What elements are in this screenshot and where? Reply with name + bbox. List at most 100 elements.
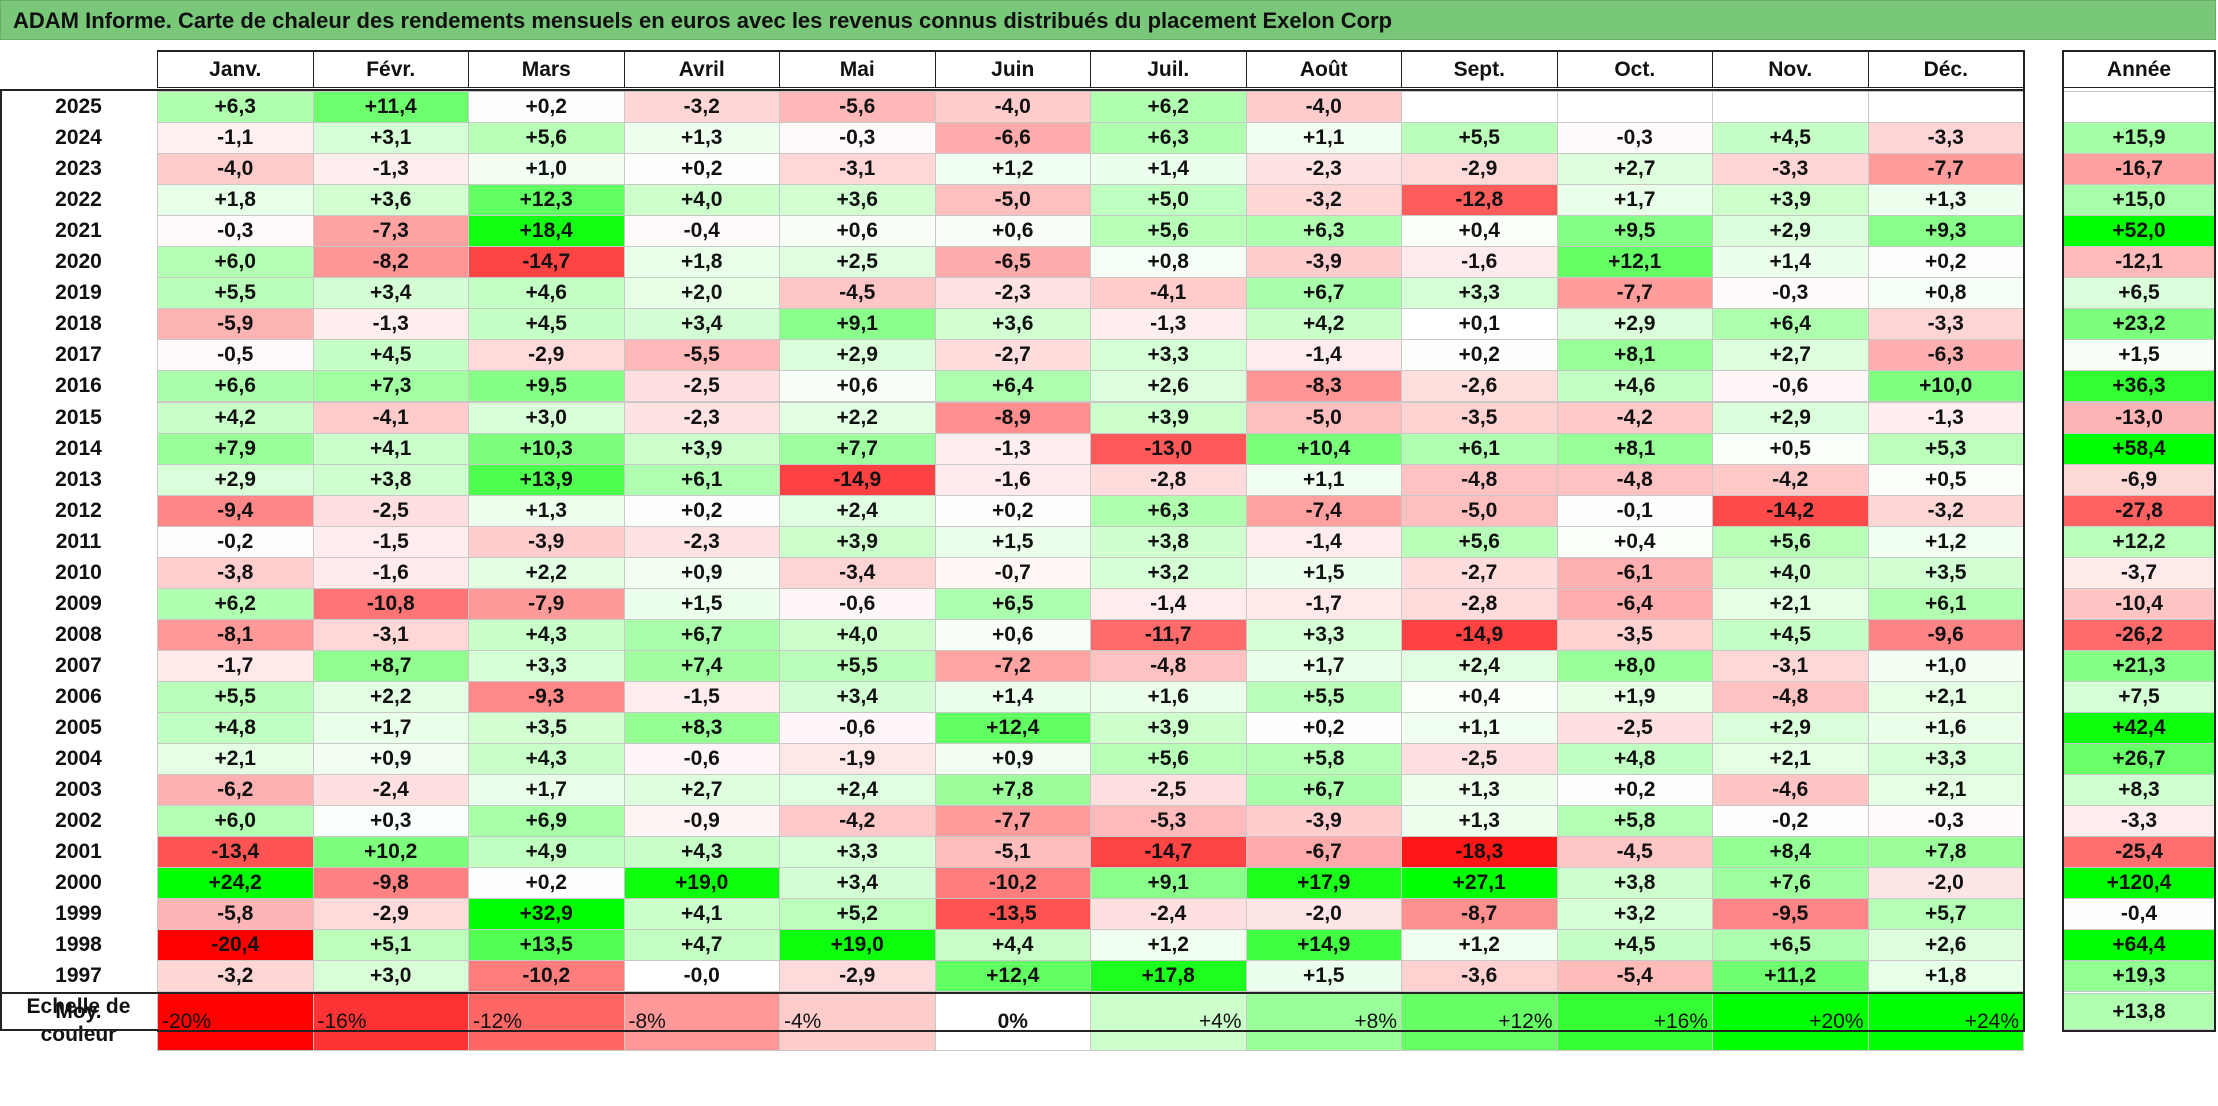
heatmap-cell: +6,5 [934,587,1091,620]
heatmap-cell: +4,1 [623,898,780,931]
heatmap-cell: -4,0 [157,153,314,186]
year-label: 2022 [55,188,102,212]
heatmap-cell: -4,8 [1090,649,1247,682]
heatmap-cell: +3,1 [312,122,469,155]
heatmap-cell: +6,7 [623,618,780,651]
heatmap-cell: +2,9 [779,339,936,372]
heatmap-cell: -4,8 [1556,463,1713,496]
heatmap-cell: +3,0 [312,960,469,993]
heatmap-cell: +10,4 [1245,432,1402,465]
heatmap-cell: -1,4 [1090,587,1247,620]
heatmap-cell: +3,9 [1090,401,1247,434]
heatmap-cell: -2,9 [312,898,469,931]
heatmap-cell: +0,2 [1401,339,1558,372]
heatmap-cell: +0,6 [779,370,936,403]
heatmap-cell: +1,5 [934,525,1091,558]
heatmap-cell: +2,9 [157,463,314,496]
month-header: Févr. [312,50,469,88]
heatmap-cell: +2,2 [468,556,625,589]
heatmap-cell: +4,8 [1556,743,1713,776]
heatmap-cell: -0,6 [1712,370,1869,403]
heatmap-cell: -12,8 [1401,184,1558,217]
year-label: 2020 [55,250,102,274]
heatmap-cell: +3,9 [623,432,780,465]
heatmap-cell: -9,4 [157,494,314,527]
heatmap-cell: +10,3 [468,432,625,465]
heatmap-cell: +4,0 [1712,556,1869,589]
heatmap-cell: +1,7 [312,712,469,745]
heatmap-cell: +0,2 [934,494,1091,527]
annual-cell: -3,7 [2062,556,2216,589]
heatmap-cell: +1,6 [1090,680,1247,713]
heatmap-cell: +7,7 [779,432,936,465]
color-scale-swatch: +20% [1712,993,1869,1051]
color-scale-swatch: -16% [312,993,469,1051]
heatmap-cell: -13,5 [934,898,1091,931]
heatmap-cell: +9,5 [1556,215,1713,248]
heatmap-cell: -1,5 [312,525,469,558]
heatmap-cell: -3,1 [1712,649,1869,682]
heatmap-cell: +5,6 [1090,215,1247,248]
heatmap-cell: +4,5 [1556,929,1713,962]
heatmap-cell: +3,8 [312,463,469,496]
heatmap-cell: -6,1 [1556,556,1713,589]
heatmap-cell: +6,7 [1245,277,1402,310]
heatmap-cell: -13,0 [1090,432,1247,465]
heatmap-cell: +5,6 [468,122,625,155]
heatmap-cell: +6,6 [157,370,314,403]
heatmap-cell: -5,3 [1090,805,1247,838]
heatmap-cell: +4,5 [1712,122,1869,155]
heatmap-cell: +9,1 [779,308,936,341]
heatmap-cell: +8,1 [1556,432,1713,465]
annual-cell: -10,4 [2062,587,2216,620]
heatmap-cell: +3,6 [312,184,469,217]
heatmap-cell: +3,0 [468,401,625,434]
heatmap-cell: +8,0 [1556,649,1713,682]
heatmap-cell: +0,9 [934,743,1091,776]
color-scale-swatch: -4% [779,993,936,1051]
heatmap-cell: +32,9 [468,898,625,931]
heatmap-cell: -1,4 [1245,525,1402,558]
header-separator [157,89,2025,91]
heatmap-cell: -0,4 [623,215,780,248]
heatmap-cell: +5,5 [157,680,314,713]
heatmap-cell: +17,8 [1090,960,1247,993]
heatmap-cell: +0,6 [934,215,1091,248]
heatmap-cell: -3,3 [1712,153,1869,186]
year-label: 2003 [55,778,102,802]
heatmap-cell: -14,9 [779,463,936,496]
heatmap-cell: +5,5 [1245,680,1402,713]
year-label: 1999 [55,902,102,926]
heatmap-cell: +2,7 [623,774,780,807]
month-header: Juin [934,50,1091,88]
heatmap-cell: +14,9 [1245,929,1402,962]
heatmap-cell: +0,4 [1401,215,1558,248]
heatmap-cell: -9,6 [1867,618,2024,651]
heatmap-cell: -0,3 [1712,277,1869,310]
heatmap-cell: -0,5 [157,339,314,372]
year-label: 2011 [55,529,102,553]
heatmap-cell: -2,0 [1867,867,2024,900]
heatmap-cell: -7,2 [934,649,1091,682]
heatmap-cell: +1,8 [1867,960,2024,993]
heatmap-cell: -4,8 [1401,463,1558,496]
month-header: Mai [779,50,936,88]
heatmap-cell: +6,4 [934,370,1091,403]
year-label: 2002 [55,809,102,833]
heatmap-cell: -14,9 [1401,618,1558,651]
heatmap-cell: +5,1 [312,929,469,962]
heatmap-cell: +4,2 [1245,308,1402,341]
year-label: 2005 [55,716,102,739]
year-label: 2008 [55,622,102,646]
heatmap-cell: +1,5 [1245,556,1402,589]
heatmap-cell: -2,5 [623,370,780,403]
heatmap-cell [1712,91,1869,124]
color-scale-swatch: 0% [934,993,1091,1051]
heatmap-cell: +1,4 [1712,246,1869,279]
heatmap-cell: -0,0 [623,960,780,993]
heatmap-cell: -1,6 [312,556,469,589]
year-label: 2006 [55,684,102,708]
heatmap-cell: +1,6 [1867,712,2024,745]
heatmap-cell: +12,4 [934,960,1091,993]
heatmap-cell: -2,4 [1090,898,1247,931]
